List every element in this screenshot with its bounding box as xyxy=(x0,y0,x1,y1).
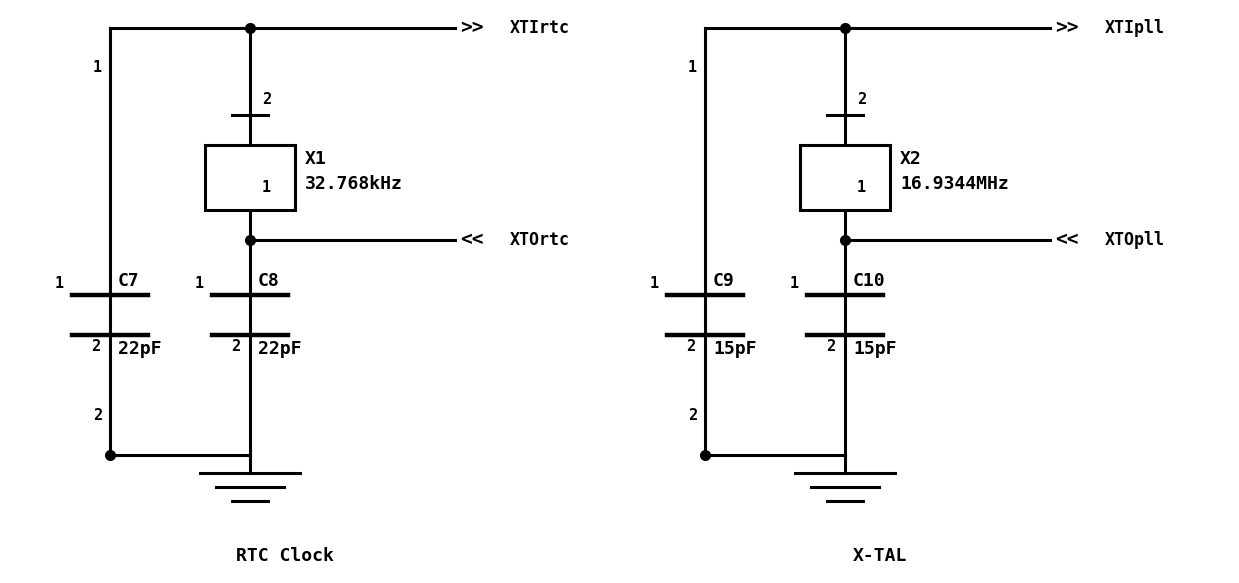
Bar xyxy=(204,145,295,210)
Text: >>: >> xyxy=(460,19,483,37)
Text: 2: 2 xyxy=(90,339,100,354)
Text: 1: 1 xyxy=(790,276,799,291)
Text: 1: 1 xyxy=(261,180,271,195)
Text: 2: 2 xyxy=(688,408,698,423)
Text: 1: 1 xyxy=(93,61,102,76)
Text: 22pF: 22pF xyxy=(118,340,161,358)
Text: X-TAL: X-TAL xyxy=(852,547,907,565)
Text: XTOrtc: XTOrtc xyxy=(510,231,570,249)
Text: 1: 1 xyxy=(195,276,204,291)
Text: C10: C10 xyxy=(852,272,886,290)
Text: 2: 2 xyxy=(261,92,271,107)
Text: C9: C9 xyxy=(712,272,735,290)
Text: XTIrtc: XTIrtc xyxy=(510,19,570,37)
Text: C7: C7 xyxy=(118,272,140,290)
Text: 15pF: 15pF xyxy=(852,340,897,358)
Text: X2: X2 xyxy=(900,150,922,168)
Text: XTOpll: XTOpll xyxy=(1105,231,1165,249)
Text: XTIpll: XTIpll xyxy=(1105,19,1165,37)
Text: RTC Clock: RTC Clock xyxy=(237,547,335,565)
Text: C8: C8 xyxy=(258,272,280,290)
Text: >>: >> xyxy=(1054,19,1078,37)
Text: 32.768kHz: 32.768kHz xyxy=(305,175,403,193)
Text: 15pF: 15pF xyxy=(712,340,757,358)
Text: 2: 2 xyxy=(686,339,695,354)
Text: 22pF: 22pF xyxy=(258,340,301,358)
Bar xyxy=(800,145,890,210)
Text: 16.9344MHz: 16.9344MHz xyxy=(900,175,1009,193)
Text: 2: 2 xyxy=(826,339,835,354)
Text: 1: 1 xyxy=(688,61,698,76)
Text: 2: 2 xyxy=(230,339,240,354)
Text: X1: X1 xyxy=(305,150,327,168)
Text: 2: 2 xyxy=(93,408,102,423)
Text: 1: 1 xyxy=(650,276,659,291)
Text: <<: << xyxy=(1054,230,1078,250)
Text: 2: 2 xyxy=(857,92,866,107)
Text: 1: 1 xyxy=(857,180,866,195)
Text: 1: 1 xyxy=(55,276,64,291)
Text: <<: << xyxy=(460,230,483,250)
